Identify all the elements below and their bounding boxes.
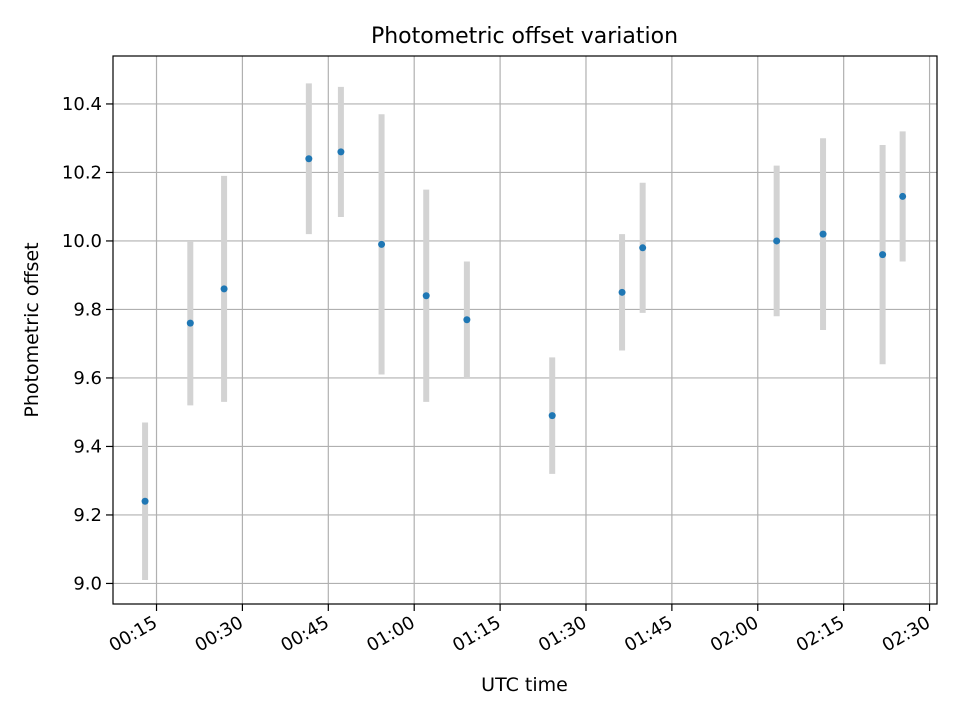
- plot-frame: [112, 55, 938, 605]
- data-point: [422, 292, 430, 300]
- data-point: [618, 288, 626, 296]
- y-axis-label: Photometric offset: [21, 242, 43, 417]
- y-tick-label: 10.2: [62, 162, 102, 183]
- data-point: [899, 192, 907, 200]
- data-point: [337, 148, 345, 156]
- data-point: [879, 251, 887, 259]
- data-point: [463, 316, 471, 324]
- data-point: [378, 240, 386, 248]
- grid: [113, 56, 937, 604]
- data-point: [548, 412, 556, 420]
- y-tick-label: 10.4: [62, 94, 102, 115]
- data-point: [305, 155, 313, 163]
- data-point: [186, 319, 194, 327]
- y-tick-label: 9.4: [73, 436, 102, 457]
- y-tick-label: 9.8: [73, 299, 102, 320]
- y-tick-label: 10.0: [62, 231, 102, 252]
- data-point: [220, 285, 228, 293]
- y-tick-label: 9.2: [73, 505, 102, 526]
- chart-title: Photometric offset variation: [371, 24, 678, 49]
- data-point: [141, 497, 149, 505]
- data-point: [773, 237, 781, 245]
- x-axis-label: UTC time: [481, 674, 568, 696]
- y-tick-label: 9.0: [73, 573, 102, 594]
- data-point: [819, 230, 827, 238]
- data-point: [639, 244, 647, 252]
- y-axis-ticks: 9.0 9.2 9.4 9.6 9.8 10.0 10.2 10.4: [62, 94, 113, 594]
- y-tick-label: 9.6: [73, 368, 102, 389]
- data-points: [141, 148, 907, 505]
